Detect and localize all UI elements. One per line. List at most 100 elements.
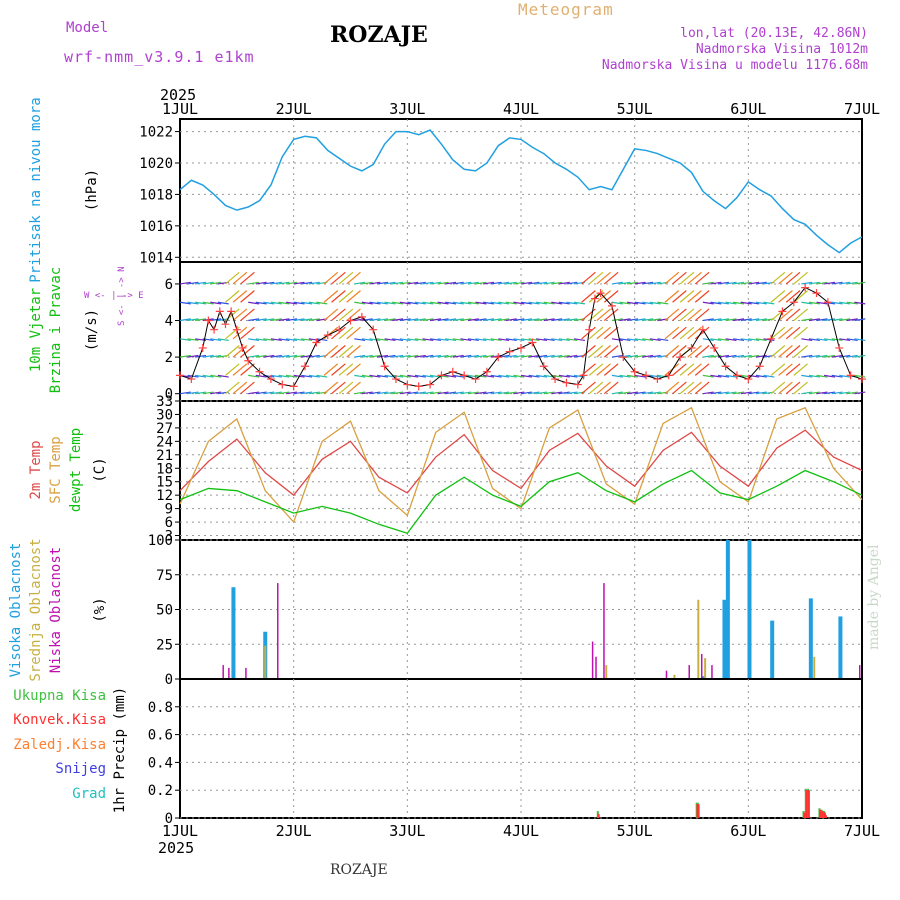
- wind-speed-marker: [176, 371, 184, 380]
- elevation-text: Nadmorska Visina 1012m: [695, 42, 868, 57]
- wind-arrow: [376, 281, 388, 285]
- wind-arrow: [566, 354, 578, 358]
- wind-unit: (m/s): [84, 309, 100, 351]
- wind-arrow: [399, 374, 411, 378]
- wind-arrow: [702, 301, 714, 305]
- wind-arrow: [672, 326, 687, 340]
- wind-arrow: [376, 391, 388, 395]
- wind-arrow: [255, 354, 267, 358]
- wind-arrow: [808, 301, 820, 305]
- wind-arrow: [498, 338, 510, 342]
- temp-series: [179, 406, 863, 535]
- wind-arrow: [225, 271, 240, 285]
- wind-arrow: [536, 374, 548, 378]
- wind-arrow: [240, 363, 255, 376]
- y-tick-label: 15: [156, 475, 173, 491]
- wind-arrow: [255, 391, 267, 395]
- wind-arrow: [225, 381, 240, 395]
- wind-arrow: [323, 326, 339, 340]
- wind-arrow: [808, 354, 820, 358]
- wind-arrow: [831, 374, 843, 378]
- cloud-panel: 0 25 50 75 100 Visoka Oblacnost Srednja Obla…: [8, 533, 863, 688]
- wind-arrow: [793, 381, 808, 395]
- wind-speed-marker: [391, 375, 400, 384]
- wind-arrow: [369, 374, 381, 378]
- low-cloud-bar: [277, 583, 279, 679]
- wind-speed-marker: [778, 307, 787, 316]
- wind-arrow: [475, 354, 487, 358]
- wind-arrow: [603, 363, 619, 376]
- wind-arrow: [846, 354, 858, 358]
- wind-arrow: [801, 318, 813, 322]
- wind-arrow: [384, 301, 396, 305]
- wind-arrow: [831, 391, 843, 395]
- wind-arrow: [778, 290, 793, 303]
- wind-arrow: [824, 318, 836, 322]
- wind-speed-marker: [528, 338, 537, 347]
- time-axis-top: 2025 1JUL 2JUL 3JUL 4JUL 5JUL 6JUL 7JUL: [160, 86, 880, 118]
- wind-arrow: [740, 318, 752, 322]
- wind-arrow: [611, 374, 623, 378]
- wind-arrow: [528, 391, 540, 395]
- wind-arrow: [831, 318, 843, 322]
- wind-arrow: [558, 281, 570, 285]
- wind-arrow: [323, 345, 339, 358]
- wind-arrow: [611, 338, 623, 342]
- wind-arrow: [361, 318, 373, 322]
- wind-arrow: [445, 281, 457, 285]
- wind-arrow: [839, 281, 851, 285]
- wind-arrow: [308, 391, 320, 395]
- wind-arrow: [483, 301, 495, 305]
- wind-arrow: [664, 326, 680, 340]
- wind-arrow: [414, 338, 426, 342]
- conv-precip-bar: [823, 812, 826, 818]
- wind-arrow: [278, 281, 290, 285]
- wind-arrow: [278, 391, 290, 395]
- mid-cloud-bar: [697, 599, 700, 679]
- wind-arrow: [308, 301, 320, 305]
- wind-arrow: [854, 338, 866, 342]
- wind-arrow: [778, 271, 793, 285]
- wind-speed-marker: [215, 307, 224, 316]
- wind-arrow: [445, 374, 457, 378]
- low-cloud-bar: [222, 665, 224, 679]
- wind-arrow: [520, 318, 532, 322]
- wind-arrow: [354, 391, 366, 395]
- y-tick-label: 12: [156, 488, 173, 504]
- wind-speed-marker: [687, 343, 696, 352]
- wind-arrow: [483, 354, 495, 358]
- precip-y-ticks: 0 0.2 0.4 0.6 0.8: [148, 700, 180, 827]
- wind-arrow: [770, 381, 786, 395]
- wind-arrow: [816, 281, 828, 285]
- wind-speed-marker: [562, 378, 571, 387]
- snow-label: Snijeg: [55, 761, 106, 777]
- wind-arrow: [460, 318, 472, 322]
- wind-arrow: [407, 391, 419, 395]
- wind-arrow: [778, 363, 793, 376]
- wind-speed-marker: [369, 325, 378, 334]
- low-cloud-bar: [711, 665, 713, 679]
- wind-arrow: [323, 290, 339, 303]
- wind-arrow: [634, 391, 646, 395]
- wind-arrow: [588, 271, 604, 285]
- wind-arrow: [414, 354, 426, 358]
- x-tick-label-top: 3JUL: [389, 100, 425, 118]
- wind-arrow: [346, 381, 361, 395]
- precip-grid: [180, 679, 862, 819]
- y-tick-label: 4: [165, 314, 173, 330]
- wind-arrow: [316, 301, 328, 305]
- wind-arrow: [603, 381, 619, 395]
- wind-arrow: [195, 281, 207, 285]
- wind-arrow: [854, 281, 866, 285]
- wind-arrow: [179, 281, 191, 285]
- wind-arrow: [603, 326, 619, 340]
- wind-arrow: [240, 345, 255, 358]
- wind-arrow: [422, 374, 434, 378]
- conv-precip-bar: [807, 790, 810, 818]
- wind-arrow: [429, 338, 442, 342]
- wind-arrow: [679, 326, 695, 340]
- wind-arrow: [573, 338, 586, 342]
- wind-arrow: [225, 363, 240, 376]
- wind-speed-marker: [732, 371, 741, 380]
